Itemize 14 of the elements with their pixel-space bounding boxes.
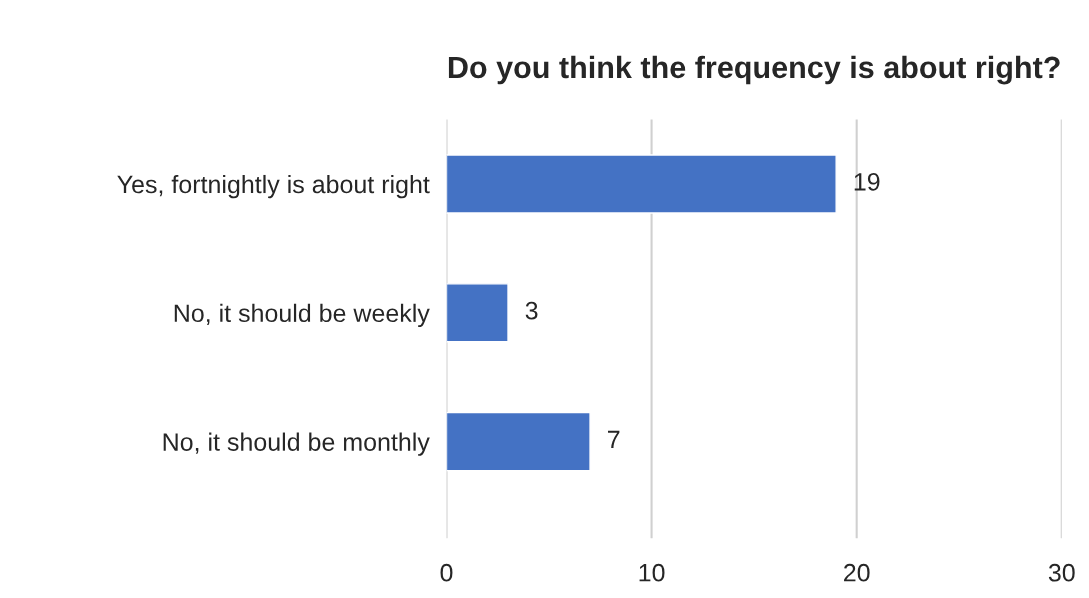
data-label: 19 — [854, 173, 880, 191]
y-tick-label: Yes, fortnightly is about right — [117, 174, 430, 199]
bar — [446, 283, 509, 343]
bar — [446, 411, 591, 472]
chart-title: Do you think the frequency is about right? — [448, 55, 1060, 85]
y-tick-label: No, it should be monthly — [163, 432, 430, 456]
data-label: 7 — [608, 430, 620, 449]
x-tick-label: 0 — [440, 563, 453, 582]
x-tick-label: 20 — [844, 563, 870, 582]
x-tick-label: 10 — [639, 563, 665, 582]
data-label: 3 — [525, 301, 538, 320]
y-tick-label: No, it should be weekly — [174, 303, 430, 328]
bar — [446, 154, 837, 214]
x-tick-label: 30 — [1048, 563, 1075, 582]
